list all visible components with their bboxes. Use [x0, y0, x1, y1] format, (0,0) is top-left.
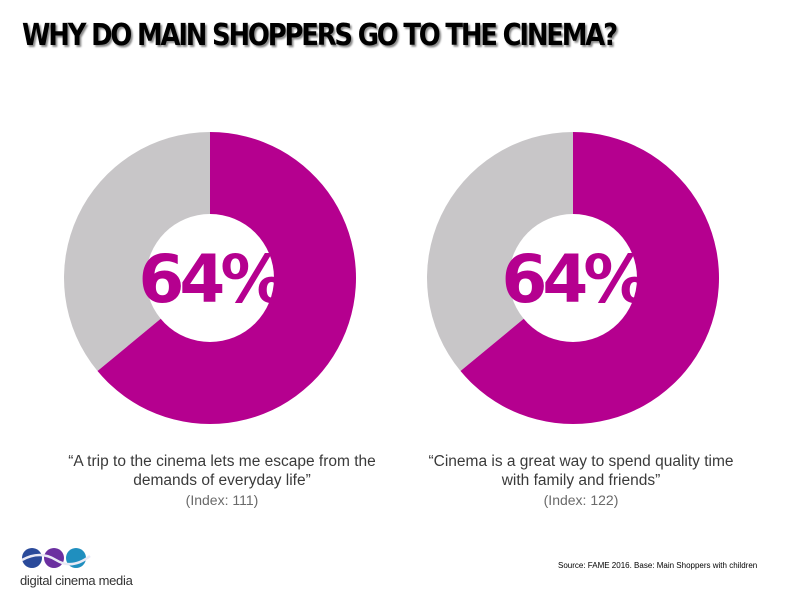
index-escape: (Index: 111): [185, 492, 259, 508]
donut-center-label: 64%: [502, 241, 649, 318]
page-title: WHY DO MAIN SHOPPERS GO TO THE CINEMA?: [22, 18, 618, 53]
donut-slice-remainder: [427, 132, 573, 372]
quote-escape: “A trip to the cinema lets me escape fro…: [68, 453, 376, 489]
donut-hole: [509, 214, 637, 342]
donut-slice-remainder: [64, 132, 210, 372]
donut-chart-escape: 64%: [64, 132, 357, 424]
source-note: Source: FAME 2016. Base: Main Shoppers w…: [558, 561, 758, 570]
donut-chart-family: 64%: [427, 132, 720, 424]
quote-family: “Cinema is a great way to spend quality …: [428, 453, 734, 489]
dcm-logo: digital cinema media: [20, 546, 140, 590]
dcm-logo-icon: [21, 548, 91, 568]
index-family: (Index: 122): [543, 492, 619, 508]
logo-text: digital cinema media: [20, 573, 133, 588]
donut-center-label: 64%: [139, 241, 286, 318]
donut-hole: [146, 214, 274, 342]
